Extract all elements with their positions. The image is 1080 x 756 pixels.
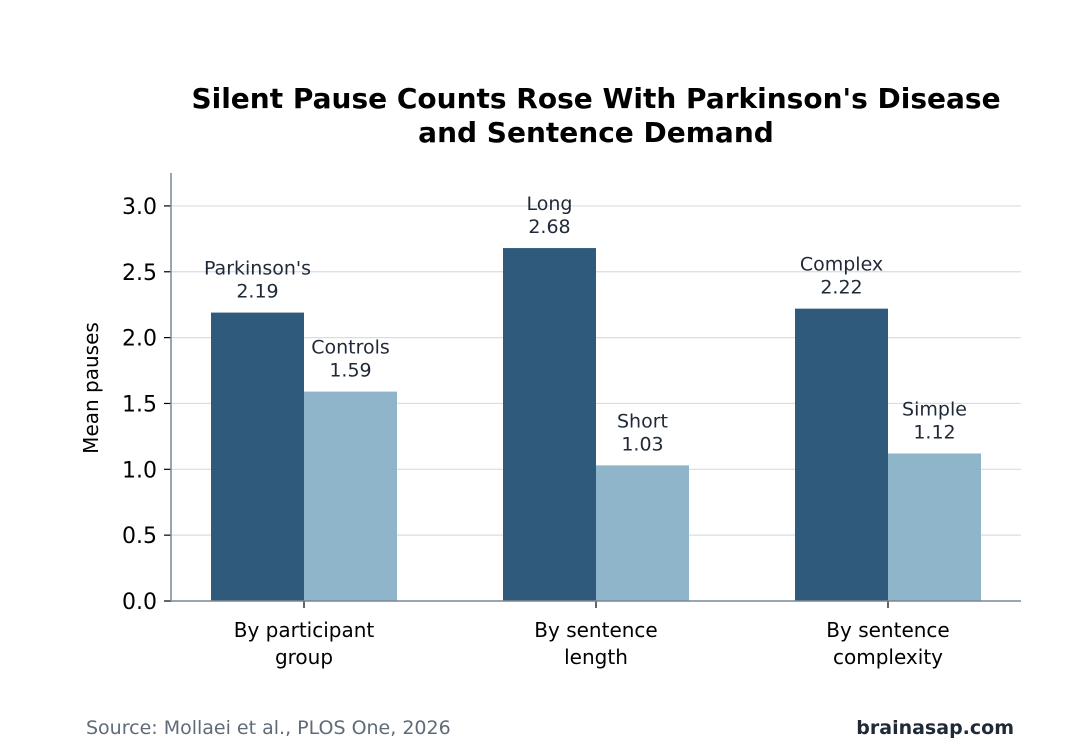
x-tick-label: By sentence bbox=[534, 618, 657, 642]
chart-title-line-1: Silent Pause Counts Rose With Parkinson'… bbox=[191, 82, 1001, 115]
bar-category-label: Complex bbox=[800, 254, 883, 276]
y-tick-label: 0.5 bbox=[122, 524, 157, 549]
bar-category-label: Parkinson's bbox=[204, 258, 311, 280]
bar-value-label: 1.59 bbox=[329, 360, 371, 382]
bar bbox=[596, 465, 689, 601]
y-tick-label: 2.5 bbox=[122, 261, 157, 286]
x-tick-label: By participant bbox=[234, 618, 375, 642]
bar-category-label: Short bbox=[617, 410, 668, 432]
y-tick-label: 0.0 bbox=[122, 590, 157, 615]
bar-value-label: 2.22 bbox=[820, 277, 862, 299]
x-tick-label: group bbox=[275, 645, 333, 669]
bar bbox=[503, 248, 596, 601]
brand-label: brainasap.com bbox=[856, 717, 1014, 739]
chart-title-line-2: and Sentence Demand bbox=[418, 116, 774, 149]
bar-category-label: Simple bbox=[902, 399, 967, 421]
bar-category-label: Controls bbox=[311, 337, 390, 359]
bar-value-label: 2.19 bbox=[236, 281, 278, 303]
y-axis-label: Mean pauses bbox=[79, 322, 103, 454]
bar-value-label: 2.68 bbox=[528, 216, 570, 238]
bar-category-label: Long bbox=[527, 193, 573, 215]
y-tick-label: 1.5 bbox=[122, 392, 157, 417]
y-tick-label: 3.0 bbox=[122, 195, 157, 220]
bar-value-label: 1.12 bbox=[913, 422, 955, 444]
x-tick-label: By sentence bbox=[826, 618, 949, 642]
bar bbox=[888, 453, 981, 601]
y-tick-label: 1.0 bbox=[122, 458, 157, 483]
source-note: Source: Mollaei et al., PLOS One, 2026 bbox=[86, 717, 451, 739]
bar-value-label: 1.03 bbox=[621, 433, 663, 455]
x-tick-label: length bbox=[564, 645, 628, 669]
bar bbox=[304, 391, 397, 601]
y-tick-label: 2.0 bbox=[122, 327, 157, 352]
bar bbox=[211, 312, 304, 601]
bar bbox=[795, 308, 888, 601]
x-tick-label: complexity bbox=[833, 645, 943, 669]
